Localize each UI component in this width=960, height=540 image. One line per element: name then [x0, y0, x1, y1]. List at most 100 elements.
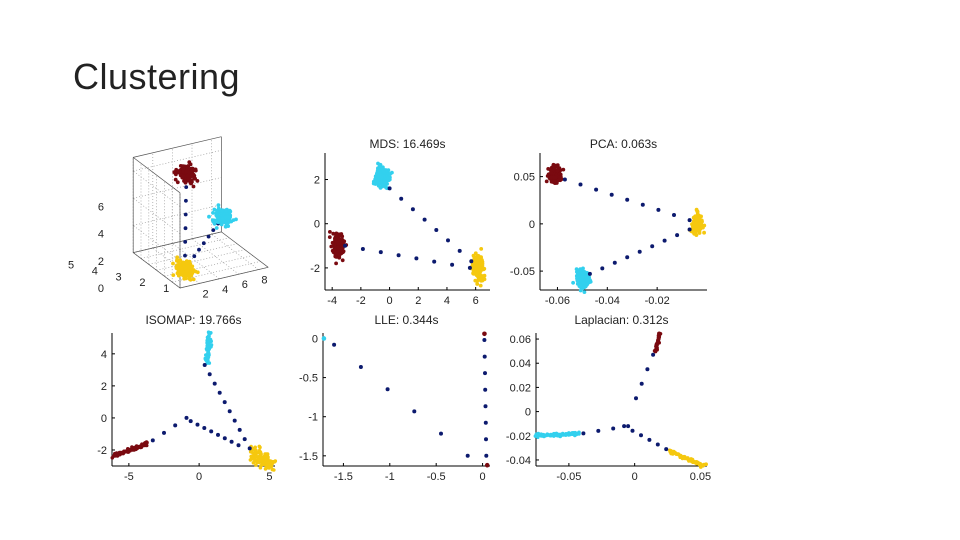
grid-line [133, 149, 222, 172]
lle-connector-point [483, 420, 488, 425]
lle-title: LLE: 0.344s [374, 313, 438, 327]
laplacian-connector-point [639, 433, 643, 438]
mds-point [376, 183, 381, 188]
isomap-connector-point [184, 415, 189, 420]
lle-connector-point [332, 342, 337, 347]
mds-point [473, 266, 478, 270]
mds-connector-point [410, 207, 415, 212]
input3d-point [219, 222, 224, 227]
pca-connector-point [656, 207, 661, 212]
isomap-title: ISOMAP: 19.766s [145, 313, 241, 327]
mds-point [331, 231, 336, 236]
mds-point [327, 235, 332, 240]
lle-connector-point [439, 431, 443, 436]
pca-point [561, 167, 566, 172]
isomap-cluster-cyan [203, 330, 214, 365]
input3d-point [195, 179, 200, 183]
z-tick-label: 6 [98, 201, 104, 213]
mds-point [334, 261, 338, 266]
laplacian-connector-point [630, 428, 635, 433]
lle-connector [482, 338, 489, 458]
mds-point [477, 255, 481, 260]
pca-connector [587, 227, 692, 276]
pca-point [578, 288, 583, 293]
input3d-point [193, 168, 198, 173]
isomap-connector-point [217, 390, 222, 395]
mds-x-tick-label: 6 [473, 295, 479, 307]
input3d-point [175, 180, 180, 185]
laplacian-point [704, 462, 708, 467]
box-edge [132, 157, 181, 194]
mds-point [381, 169, 386, 174]
isomap-connector-point [222, 400, 227, 405]
pca-connector-point [687, 227, 692, 232]
isomap-cluster-dark-red [110, 440, 149, 460]
input3d-point [185, 165, 190, 170]
input3d-connector-point [184, 198, 188, 203]
mds-point [478, 262, 483, 267]
laplacian-y-tick-label: 0.02 [510, 382, 531, 394]
mds-connector-point [396, 253, 401, 258]
mds-point [482, 266, 487, 271]
input3d-connector-point [184, 185, 189, 190]
pca-point [581, 266, 585, 271]
isomap-x-tick-label: 5 [266, 471, 272, 483]
pca-point [549, 170, 553, 175]
pca-connector-point [650, 244, 655, 249]
input3d-cluster-dark-red [172, 160, 200, 189]
mds-point [478, 283, 483, 288]
lle-y-tick-label: -1.5 [299, 451, 318, 463]
input3d-point [189, 265, 194, 270]
input3d-connector-point [183, 240, 188, 244]
isomap-point [259, 457, 263, 462]
lle-x-tick-label: -1 [385, 471, 395, 483]
grid-line [211, 233, 259, 270]
pca-connector-point [625, 255, 630, 260]
lle-connector-point [484, 437, 488, 442]
isomap-connector-point [232, 418, 237, 423]
isomap-connector-point [227, 409, 232, 414]
pca-cluster-yellow [687, 207, 707, 238]
pca-point [552, 179, 557, 184]
input3d-point [181, 164, 186, 169]
input3d-point [181, 174, 186, 179]
isomap-point [145, 440, 149, 445]
laplacian-x-tick-label: 0 [632, 471, 638, 483]
lle-connector-point [385, 387, 390, 392]
mds-point [475, 282, 480, 286]
lle-connector-point [465, 453, 470, 458]
laplacian-connector-point [626, 424, 631, 429]
input3d-point [215, 208, 220, 213]
pca-cluster-dark-red [544, 162, 566, 186]
isomap-point [251, 454, 256, 459]
isomap-point [206, 351, 210, 355]
lle-y-tick-label: -1 [308, 412, 318, 424]
pca-point [544, 179, 549, 184]
lle-connector-point [482, 354, 487, 359]
isomap-point [207, 331, 211, 336]
isomap-connector-point [229, 439, 234, 444]
pca-cluster-cyan [571, 266, 593, 294]
y-tick-label: 5 [68, 260, 74, 272]
laplacian-y-tick-label: 0 [525, 407, 531, 419]
mds-connector-point [343, 243, 348, 248]
input3d-point [195, 270, 200, 275]
y-tick-label: 2 [139, 277, 145, 289]
isomap-point [273, 459, 278, 463]
laplacian-connector-point [645, 367, 650, 372]
isomap-point [205, 339, 209, 343]
mds-point [381, 183, 386, 187]
input3d-point [182, 276, 187, 281]
laplacian-y-tick-label: 0.06 [510, 334, 531, 346]
lle-y-tick-label: 0 [312, 333, 318, 345]
mds-point [482, 277, 487, 282]
pca-connector-point [625, 197, 630, 202]
pca-connector-point [687, 218, 692, 223]
grid-line [156, 249, 245, 271]
input3d-point [207, 214, 211, 219]
pca-point [582, 290, 587, 294]
input3d-point [191, 277, 196, 282]
isomap-cluster-yellow [248, 444, 278, 472]
z-tick-label: 0 [98, 283, 104, 295]
